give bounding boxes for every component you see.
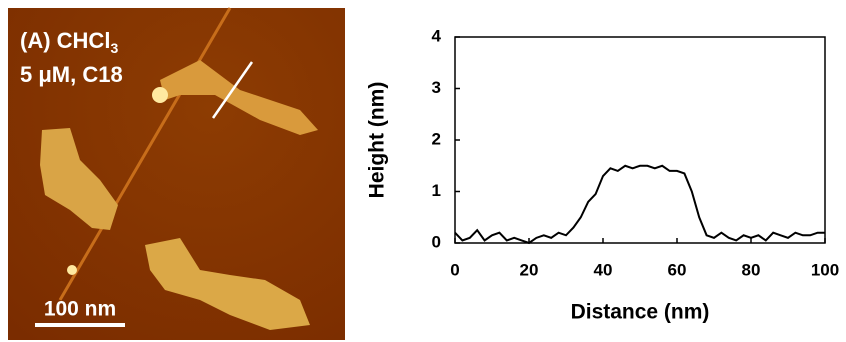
y-axis-label: Height (nm) [366, 82, 389, 199]
image-label-text: (A) CHCl [20, 28, 110, 53]
x-tick-label: 0 [450, 260, 459, 279]
x-tick-label: 80 [742, 260, 761, 279]
profile-line [454, 164, 825, 245]
scale-bar-label: 100 nm [44, 298, 116, 321]
afm-domain [160, 60, 318, 135]
afm-image: (A) CHCl3 5 μM, C18 100 nm [8, 7, 345, 340]
image-label-subscript: 3 [110, 40, 118, 56]
x-axis-label: Distance (nm) [571, 301, 710, 324]
profile-line [211, 61, 254, 119]
afm-particle [67, 265, 77, 275]
x-tick-label: 100 [811, 260, 839, 279]
plot-frame [454, 36, 826, 244]
y-tick-label: 2 [432, 129, 441, 148]
x-tick-label: 60 [668, 260, 687, 279]
y-tick-label: 0 [432, 232, 441, 251]
afm-domain [40, 128, 118, 230]
afm-particle [152, 87, 168, 103]
y-tick-label: 1 [432, 181, 441, 200]
y-tick-label: 4 [432, 26, 442, 45]
x-tick-label: 40 [594, 260, 613, 279]
y-tick-label: 3 [432, 78, 441, 97]
x-tick-label: 20 [520, 260, 539, 279]
afm-strand [58, 7, 232, 301]
afm-domain [145, 238, 310, 330]
image-label: (A) CHCl3 [20, 28, 118, 56]
image-sample: 5 μM, C18 [20, 62, 123, 87]
